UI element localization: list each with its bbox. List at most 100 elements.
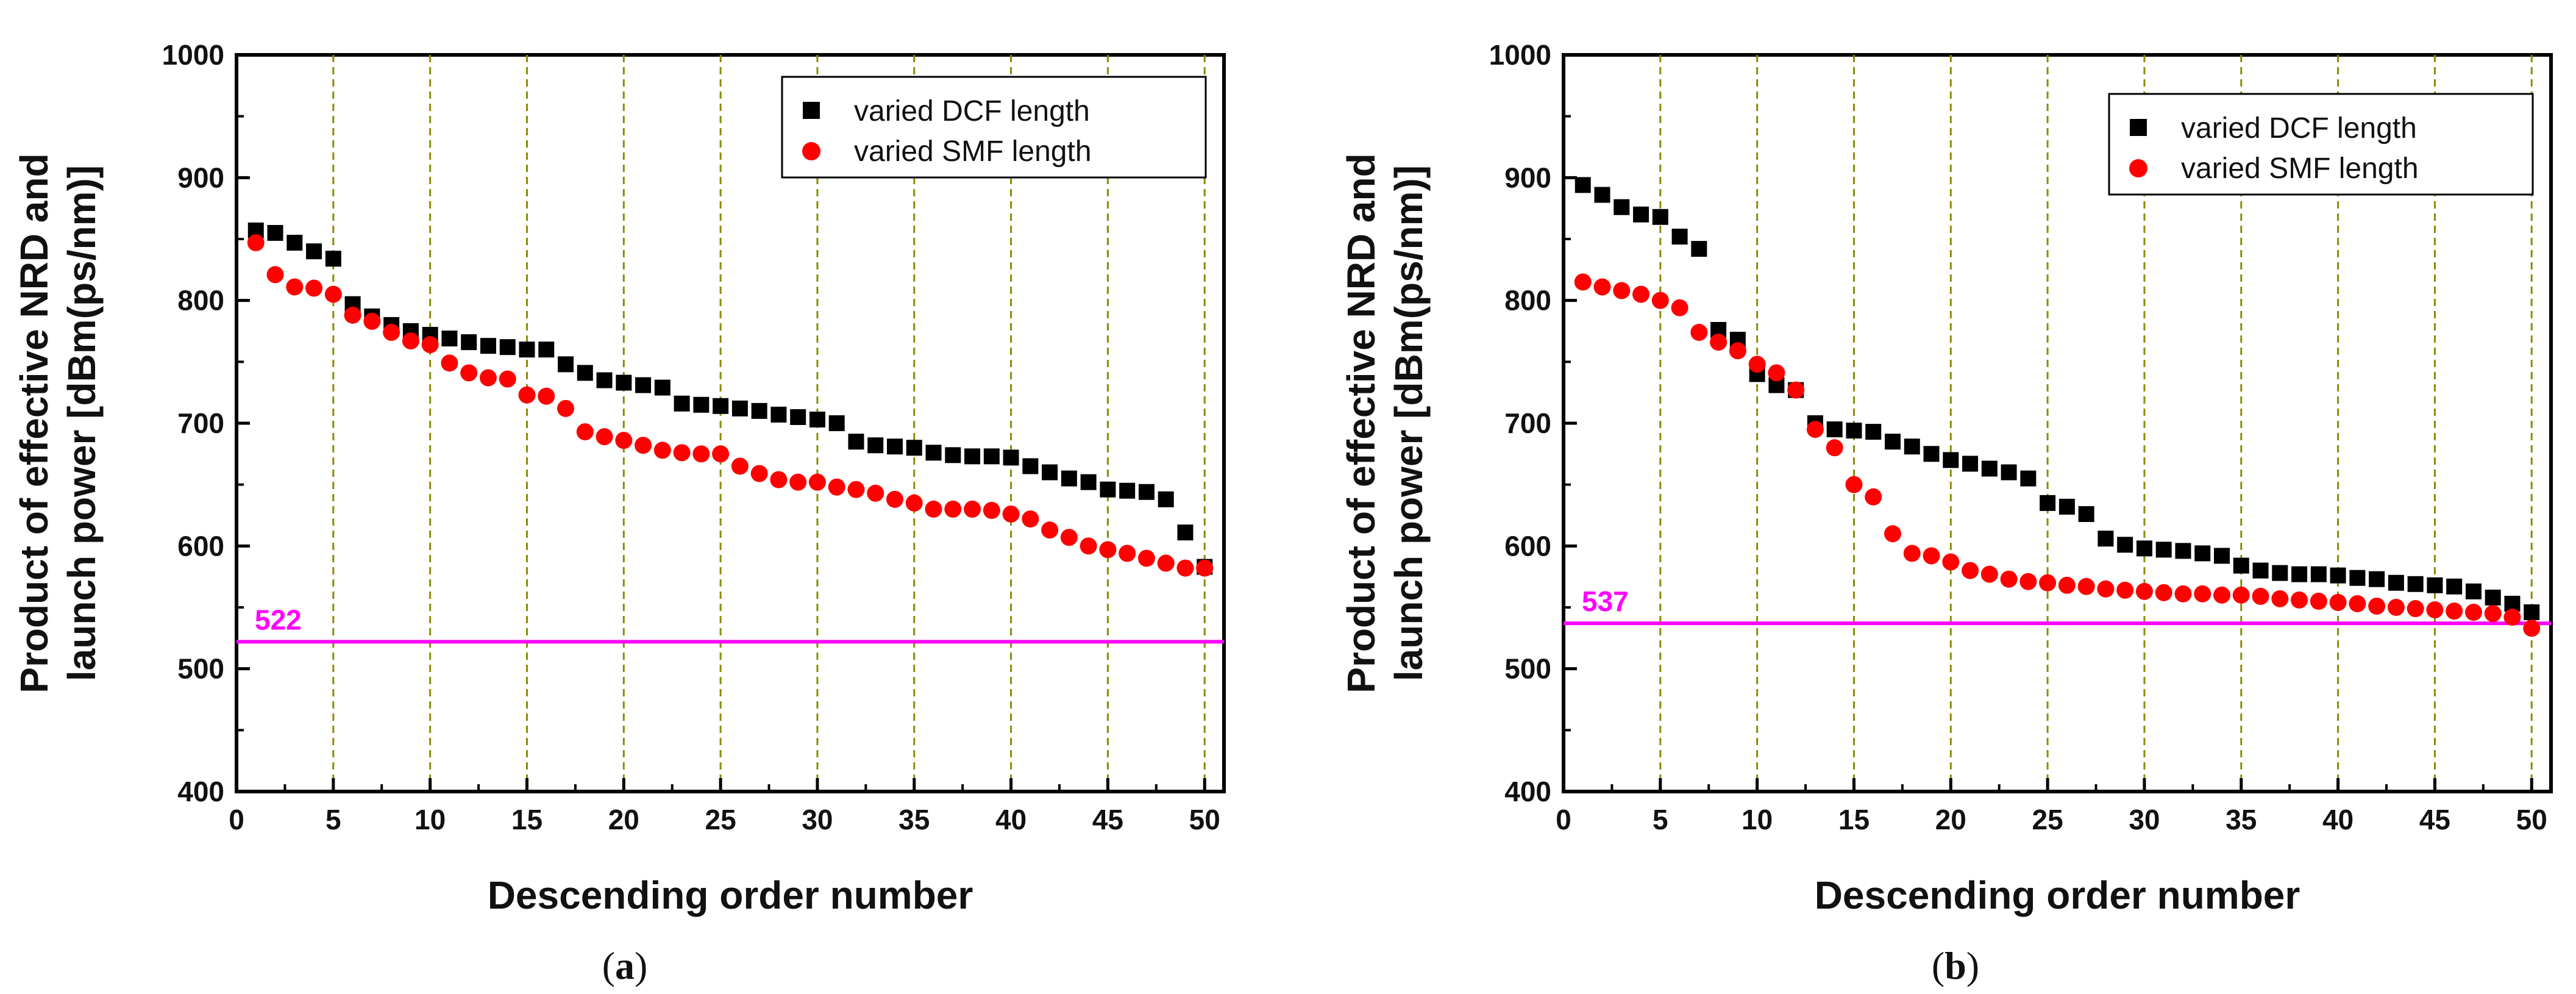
- dcf-point: [480, 338, 496, 354]
- dcf-point: [2058, 498, 2075, 515]
- dcf-point: [577, 365, 593, 381]
- x-tick-label: 40: [995, 804, 1026, 835]
- dcf-point: [2446, 578, 2463, 595]
- dcf-point: [1943, 452, 1959, 468]
- smf-point: [2213, 586, 2230, 604]
- legend: varied DCF length varied SMF length: [2108, 93, 2534, 196]
- axis-ticks: 0 5 10 15 20 25 30 35 40 45 50 400 500 600 700 800 900 10…: [162, 39, 1220, 835]
- axis-ticks: 0 5 10 15 20 25 30 35 40 45 50 400 500 600 700 800 900 10…: [1489, 39, 2547, 835]
- smf-point: [305, 279, 323, 297]
- x-tick-label: 20: [608, 804, 639, 835]
- smf-point: [1157, 554, 1175, 572]
- caption-open-paren: (: [602, 944, 615, 987]
- smf-point: [518, 386, 536, 404]
- data-points: [1574, 177, 2541, 637]
- x-tick-label: 15: [511, 804, 543, 835]
- dcf-point: [964, 448, 981, 465]
- smf-point: [247, 234, 265, 252]
- smf-point: [1980, 565, 1998, 583]
- dcf-point: [945, 447, 961, 463]
- smf-point: [1196, 559, 1214, 577]
- chart-panel-b: 537 0 5 10 15 20 25 30 35 40 45 50 400 500 600 700 800 9…: [1339, 39, 2553, 987]
- smf-point: [1826, 439, 1843, 457]
- smf-point: [692, 445, 710, 463]
- smf-point: [1845, 476, 1863, 493]
- smf-point: [1651, 291, 1669, 309]
- y-tick-label: 400: [177, 776, 224, 807]
- dcf-point: [2310, 566, 2327, 582]
- dcf-point: [1042, 464, 1058, 481]
- caption-letter: a: [615, 944, 635, 987]
- dcf-point: [2117, 537, 2133, 553]
- smf-point: [2310, 592, 2327, 610]
- x-tick-label: 35: [2226, 804, 2257, 835]
- dcf-point: [1904, 438, 1920, 455]
- dcf-point: [1022, 458, 1039, 474]
- smf-point: [1865, 488, 1882, 506]
- smf-point: [2329, 593, 2347, 611]
- smf-point: [1632, 285, 1650, 303]
- x-axis-title: Descending order number: [1815, 873, 2300, 917]
- smf-point: [2484, 605, 2502, 623]
- dcf-point: [461, 334, 477, 351]
- y-axis-title-line-1: Product of effective NRD and: [1339, 153, 1383, 693]
- smf-point: [2116, 581, 2134, 599]
- smf-point: [2271, 590, 2289, 607]
- dcf-point: [267, 224, 283, 241]
- dcf-point: [674, 395, 690, 412]
- dcf-point: [286, 235, 303, 251]
- dcf-point: [2291, 566, 2308, 582]
- dcf-point: [2214, 548, 2230, 564]
- legend-smf-label: varied SMF length: [2181, 152, 2419, 185]
- dcf-point: [2272, 565, 2288, 581]
- smf-point: [1787, 381, 1805, 399]
- x-tick-label: 35: [898, 804, 930, 835]
- dcf-point: [2330, 567, 2346, 584]
- smf-point: [867, 484, 884, 502]
- legend-dcf-marker: [2130, 119, 2147, 136]
- dcf-point: [713, 398, 729, 414]
- reference-line-label: 522: [255, 604, 302, 635]
- dcf-point: [2485, 589, 2501, 606]
- dcf-point: [2001, 464, 2017, 481]
- legend-dcf-label: varied DCF length: [854, 95, 1090, 127]
- dcf-point: [2020, 470, 2037, 487]
- dcf-point: [1138, 484, 1155, 500]
- dcf-point: [1061, 470, 1077, 487]
- y-axis-title-line-2: launch power [dBm(ps/nm)]: [1387, 165, 1431, 681]
- x-tick-label: 50: [1189, 804, 1220, 835]
- dcf-point: [2407, 576, 2424, 592]
- chart-panel-a: 522 0 5 10 15 20 25 30 35 40 45 50 400 500 600 700 800 9…: [12, 39, 1226, 987]
- y-tick-label: 700: [177, 407, 224, 439]
- smf-point: [789, 473, 807, 491]
- x-tick-label: 15: [1838, 804, 1870, 835]
- dcf-point: [770, 406, 787, 423]
- dcf-point: [654, 379, 671, 396]
- y-tick-label: 800: [1504, 285, 1551, 316]
- x-tick-label: 30: [802, 804, 833, 835]
- y-tick-label: 700: [1504, 407, 1551, 439]
- y-tick-label: 1000: [1489, 39, 1551, 71]
- caption-letter: b: [1944, 944, 1966, 987]
- dcf-point: [1923, 446, 1940, 462]
- dcf-point: [1652, 209, 1668, 225]
- y-tick-label: 400: [1504, 776, 1551, 807]
- dcf-point: [828, 415, 845, 431]
- legend-dcf-marker: [803, 102, 820, 119]
- y-tick-label: 600: [177, 530, 224, 562]
- smf-point: [1962, 562, 1979, 579]
- smf-point: [944, 500, 962, 518]
- smf-point: [1671, 299, 1688, 316]
- legend-smf-marker: [802, 142, 820, 160]
- dcf-point: [867, 437, 884, 454]
- x-tick-label: 0: [229, 804, 244, 835]
- legend-smf-marker: [2129, 159, 2147, 177]
- dcf-point: [1158, 491, 1174, 507]
- smf-point: [1710, 334, 1727, 351]
- smf-point: [344, 306, 361, 324]
- smf-point: [363, 312, 381, 330]
- dcf-point: [2369, 571, 2385, 587]
- smf-point: [538, 387, 555, 405]
- x-tick-label: 0: [1556, 804, 1571, 835]
- dcf-point: [1080, 474, 1097, 490]
